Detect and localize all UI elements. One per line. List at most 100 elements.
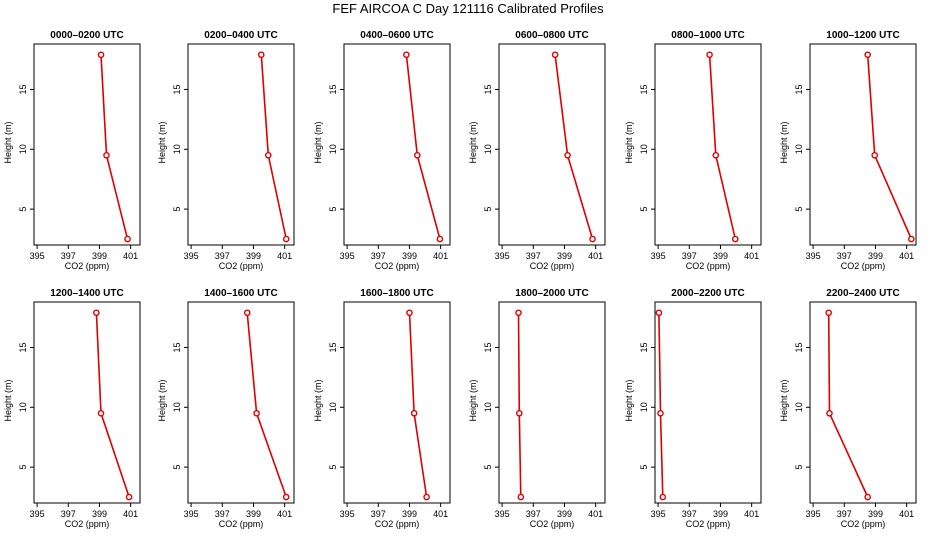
x-tick-label: 399 xyxy=(868,509,883,519)
x-tick-label: 395 xyxy=(340,251,355,261)
y-tick-label: 5 xyxy=(483,465,493,470)
x-axis-label: CO2 (ppm) xyxy=(219,519,264,529)
x-axis-label: CO2 (ppm) xyxy=(530,519,575,529)
data-point xyxy=(124,235,131,243)
plot-frame xyxy=(498,301,606,504)
plot-frame xyxy=(187,301,295,504)
y-axis-label: Height (m) xyxy=(157,121,167,163)
x-tick-label: 401 xyxy=(744,509,759,519)
x-tick-label: 395 xyxy=(651,509,666,519)
x-tick-label: 395 xyxy=(495,251,510,261)
x-tick-label: 399 xyxy=(868,251,883,261)
plot-frame xyxy=(809,301,917,504)
profile-panel-8: 1400–1600 UTC 395 397 399 401 CO2 (ppm) 5 10 15 H… xyxy=(157,288,295,529)
x-tick-label: 401 xyxy=(899,509,914,519)
data-point xyxy=(825,309,833,317)
x-axis-label: CO2 (ppm) xyxy=(841,519,886,529)
y-tick-label: 10 xyxy=(328,144,338,154)
profile-panel-1: 0000–0200 UTC 395 397 399 401 CO2 (ppm) 5 10 15 H… xyxy=(3,30,141,271)
panel-title: 0600–0800 UTC xyxy=(515,30,588,41)
panel-title: 1400–1600 UTC xyxy=(204,288,277,299)
data-point xyxy=(864,493,871,501)
data-point xyxy=(517,493,525,501)
y-tick-label: 10 xyxy=(794,144,804,154)
data-point xyxy=(413,151,421,159)
x-tick-label: 401 xyxy=(433,509,448,519)
y-tick-label: 10 xyxy=(172,402,182,412)
y-tick-label: 15 xyxy=(172,84,182,94)
data-point xyxy=(659,493,667,501)
y-tick-label: 15 xyxy=(483,84,493,94)
panel-title: 1000–1200 UTC xyxy=(826,30,899,41)
x-tick-label: 397 xyxy=(371,509,386,519)
co2-profile-line xyxy=(246,312,287,498)
x-axis-label: CO2 (ppm) xyxy=(686,519,731,529)
x-tick-label: 401 xyxy=(433,251,448,261)
y-tick-label: 5 xyxy=(172,465,182,470)
data-point xyxy=(93,309,100,317)
data-point xyxy=(257,51,265,59)
plot-frame xyxy=(343,43,451,246)
x-axis-label: CO2 (ppm) xyxy=(375,519,420,529)
data-point xyxy=(564,151,571,159)
data-point xyxy=(436,235,444,243)
x-tick-label: 399 xyxy=(557,251,572,261)
data-point xyxy=(282,235,290,243)
panel-title: 1600–1800 UTC xyxy=(360,288,433,299)
x-tick-label: 401 xyxy=(744,251,759,261)
x-axis-label: CO2 (ppm) xyxy=(219,261,264,271)
y-tick-label: 10 xyxy=(18,402,28,412)
panel-title: 0000–0200 UTC xyxy=(50,30,123,41)
co2-profile-line xyxy=(408,312,428,498)
y-tick-label: 10 xyxy=(483,144,493,154)
panel-title: 2000–2200 UTC xyxy=(671,288,744,299)
profile-panel-6: 1000–1200 UTC 395 397 399 401 CO2 (ppm) 5 10 15 H… xyxy=(779,30,917,271)
y-tick-label: 15 xyxy=(639,342,649,352)
panel-title: 0800–1000 UTC xyxy=(671,30,744,41)
x-tick-label: 397 xyxy=(61,251,76,261)
y-tick-label: 15 xyxy=(328,342,338,352)
data-point xyxy=(282,493,290,501)
x-tick-label: 401 xyxy=(123,509,138,519)
data-point xyxy=(403,51,410,59)
y-tick-label: 15 xyxy=(18,342,28,352)
data-point xyxy=(243,309,251,317)
plot-frame xyxy=(33,43,141,246)
plot-frame xyxy=(654,301,762,504)
y-tick-label: 15 xyxy=(328,84,338,94)
profile-panel-9: 1600–1800 UTC 395 397 399 401 CO2 (ppm) 5 10 15 H… xyxy=(313,288,451,529)
x-axis-label: CO2 (ppm) xyxy=(65,519,110,529)
data-point xyxy=(423,493,430,501)
x-tick-label: 399 xyxy=(713,251,728,261)
y-axis-label: Height (m) xyxy=(624,121,634,163)
plot-frame xyxy=(343,301,451,504)
co2-profile-line xyxy=(866,54,913,240)
y-axis-label: Height (m) xyxy=(3,379,13,421)
data-point xyxy=(515,309,522,317)
data-point xyxy=(97,409,105,417)
x-tick-label: 395 xyxy=(495,509,510,519)
y-tick-label: 10 xyxy=(172,144,182,154)
x-tick-label: 401 xyxy=(899,251,914,261)
x-axis-label: CO2 (ppm) xyxy=(65,261,110,271)
y-tick-label: 10 xyxy=(794,402,804,412)
x-tick-label: 395 xyxy=(806,251,821,261)
profile-panel-4: 0600–0800 UTC 395 397 399 401 CO2 (ppm) 5 10 15 H… xyxy=(468,30,606,271)
data-point xyxy=(551,51,559,59)
profile-panel-7: 1200–1400 UTC 395 397 399 401 CO2 (ppm) 5 10 15 H… xyxy=(3,288,141,529)
x-tick-label: 397 xyxy=(526,509,541,519)
y-tick-label: 15 xyxy=(794,342,804,352)
panel-title: 1800–2000 UTC xyxy=(515,288,588,299)
x-tick-label: 395 xyxy=(30,509,45,519)
y-axis-label: Height (m) xyxy=(313,379,323,421)
y-tick-label: 15 xyxy=(639,84,649,94)
y-axis-label: Height (m) xyxy=(468,379,478,421)
y-tick-label: 5 xyxy=(639,465,649,470)
x-tick-label: 395 xyxy=(340,509,355,519)
profile-panel-5: 0800–1000 UTC 395 397 399 401 CO2 (ppm) 5 10 15 H… xyxy=(624,30,762,271)
panel-title: 1200–1400 UTC xyxy=(50,288,123,299)
y-tick-label: 5 xyxy=(328,465,338,470)
x-tick-label: 395 xyxy=(184,251,199,261)
x-axis-label: CO2 (ppm) xyxy=(530,261,575,271)
co2-profile-line xyxy=(708,54,737,240)
